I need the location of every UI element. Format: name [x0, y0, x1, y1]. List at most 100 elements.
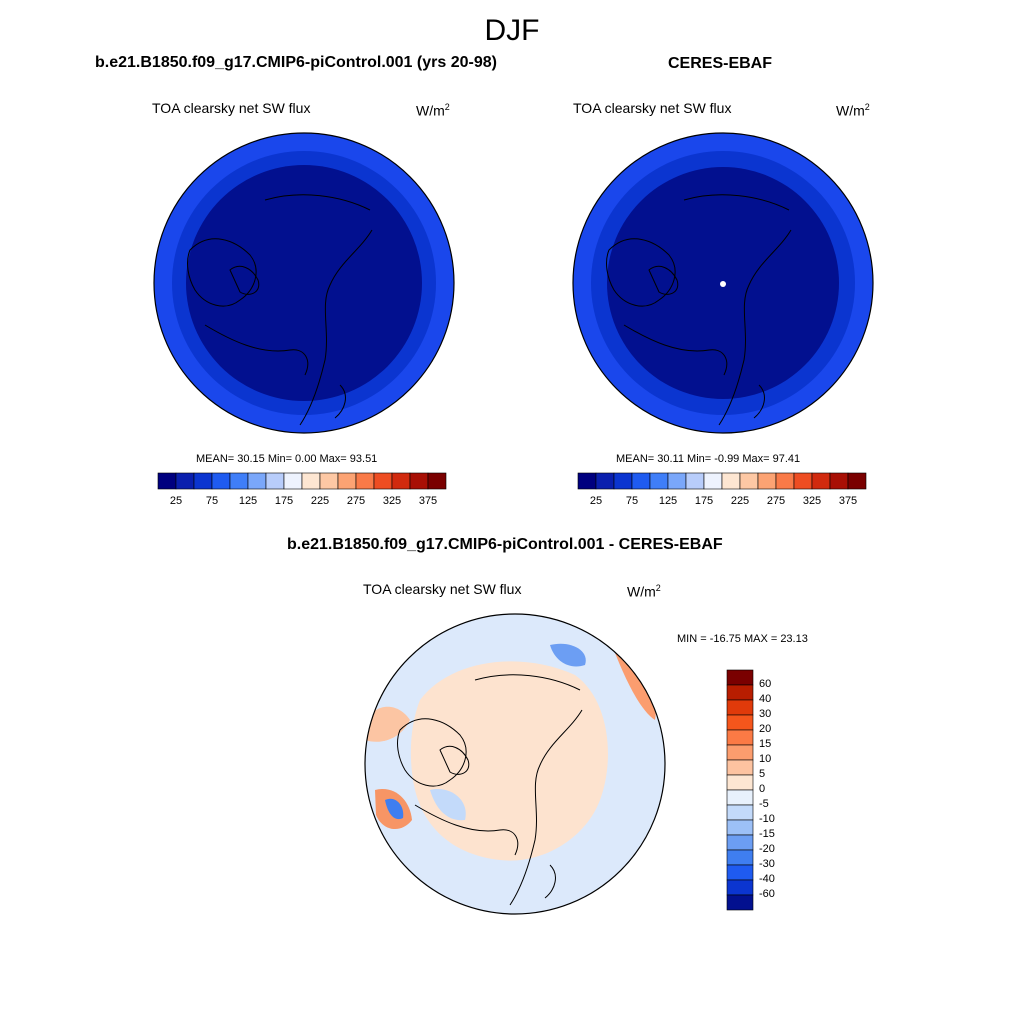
panel-3-stats: MIN = -16.75 MAX = 23.13: [677, 633, 808, 645]
map-2: [573, 133, 873, 433]
colorbar-tick-label: 375: [418, 495, 438, 507]
colorbar-swatch: [613, 472, 633, 490]
colorbar-tick-label: -30: [759, 858, 775, 870]
colorbar-swatch: [726, 834, 754, 851]
colorbar-swatch: [726, 699, 754, 716]
colorbar-swatch: [726, 849, 754, 866]
colorbar-swatch: [726, 774, 754, 791]
colorbar-swatch: [175, 472, 195, 490]
colorbar-swatch: [726, 864, 754, 881]
colorbar-swatch: [193, 472, 213, 490]
colorbar-swatch: [726, 819, 754, 836]
colorbar-swatch: [229, 472, 249, 490]
map-1-border: [153, 132, 455, 434]
colorbar-tick-label: 5: [759, 768, 766, 780]
colorbar-swatch: [726, 714, 754, 731]
colorbar-swatch: [726, 789, 754, 806]
colorbar-swatch: [409, 472, 429, 490]
panel-3-title: b.e21.B1850.f09_g17.CMIP6-piControl.001 …: [287, 536, 723, 553]
colorbar-swatch: [739, 472, 759, 490]
colorbar-2: [577, 472, 867, 490]
colorbar-swatch: [811, 472, 831, 490]
colorbar-tick-label: 125: [238, 495, 258, 507]
map-1-inner-band: [186, 165, 422, 401]
panel-2-subtitle: TOA clearsky net SW flux: [573, 100, 732, 116]
colorbar-swatch: [847, 472, 867, 490]
colorbar-swatch: [265, 472, 285, 490]
colorbar-swatch: [373, 472, 393, 490]
colorbar-tick-label: 175: [694, 495, 714, 507]
colorbar-tick-label: 15: [759, 738, 772, 750]
colorbar-tick-label: 20: [759, 723, 772, 735]
map-1-coastlines: [187, 194, 373, 426]
colorbar-3: [726, 669, 754, 911]
panel-1-stats: MEAN= 30.15 Min= 0.00 Max= 93.51: [196, 453, 378, 465]
colorbar-swatch: [427, 472, 447, 490]
colorbar-swatch: [283, 472, 303, 490]
colorbar-swatch: [667, 472, 687, 490]
map-3-coastlines: [397, 674, 583, 906]
map-3-positive-patch-2: [610, 640, 656, 720]
colorbar-tick-label: 25: [169, 495, 183, 507]
map-3: [365, 614, 665, 914]
panel-1-subtitle: TOA clearsky net SW flux: [152, 100, 311, 116]
colorbar-swatch: [726, 729, 754, 746]
map-1: [154, 133, 454, 433]
panel-2-units: W/m2: [836, 102, 870, 119]
panel-1-units: W/m2: [416, 102, 450, 119]
colorbar-tick-label: 125: [658, 495, 678, 507]
colorbar-swatch: [793, 472, 813, 490]
colorbar-swatch: [829, 472, 849, 490]
season-title: DJF: [484, 14, 540, 47]
colorbar-swatch: [726, 879, 754, 896]
colorbar-swatch: [757, 472, 777, 490]
colorbar-swatch: [631, 472, 651, 490]
colorbar-tick-label: 25: [589, 495, 603, 507]
colorbar-tick-label: 60: [759, 678, 772, 690]
map-2-pole-missing: [720, 281, 726, 287]
colorbar-1: [157, 472, 447, 490]
colorbar-swatch: [247, 472, 267, 490]
colorbar-tick-label: 275: [766, 495, 786, 507]
colorbar-tick-label: 0: [759, 783, 766, 795]
colorbar-tick-label: -40: [759, 873, 775, 885]
colorbar-swatch: [726, 669, 754, 686]
colorbar-tick-label: 225: [730, 495, 750, 507]
colorbar-tick-label: 10: [759, 753, 772, 765]
colorbar-swatch: [319, 472, 339, 490]
colorbar-swatch: [726, 804, 754, 821]
colorbar-tick-label: -10: [759, 813, 775, 825]
map-3-border: [364, 613, 666, 915]
colorbar-tick-label: 40: [759, 693, 772, 705]
colorbar-tick-label: -5: [759, 798, 769, 810]
colorbar-tick-label: 325: [382, 495, 402, 507]
map-3-negative-patch: [550, 643, 586, 667]
colorbar-tick-label: 75: [625, 495, 639, 507]
panel-1-title: b.e21.B1850.f09_g17.CMIP6-piControl.001 …: [95, 54, 497, 71]
colorbar-swatch: [337, 472, 357, 490]
map-3-negative-patch-2: [385, 798, 404, 820]
colorbar-swatch: [721, 472, 741, 490]
colorbar-swatch: [211, 472, 231, 490]
map-2-coastlines: [606, 194, 792, 426]
colorbar-tick-label: -60: [759, 888, 775, 900]
colorbar-swatch: [355, 472, 375, 490]
colorbar-tick-label: 75: [205, 495, 219, 507]
colorbar-swatch: [685, 472, 705, 490]
panel-3-subtitle: TOA clearsky net SW flux: [363, 581, 522, 597]
colorbar-swatch: [391, 472, 411, 490]
colorbar-tick-label: 325: [802, 495, 822, 507]
colorbar-tick-label: 175: [274, 495, 294, 507]
colorbar-tick-label: 375: [838, 495, 858, 507]
colorbar-swatch: [726, 744, 754, 761]
colorbar-swatch: [703, 472, 723, 490]
colorbar-swatch: [301, 472, 321, 490]
map-3-negative-patch-3: [430, 789, 466, 821]
colorbar-swatch: [726, 684, 754, 701]
colorbar-swatch: [649, 472, 669, 490]
colorbar-swatch: [577, 472, 597, 490]
colorbar-swatch: [595, 472, 615, 490]
colorbar-swatch: [775, 472, 795, 490]
colorbar-tick-label: 30: [759, 708, 772, 720]
